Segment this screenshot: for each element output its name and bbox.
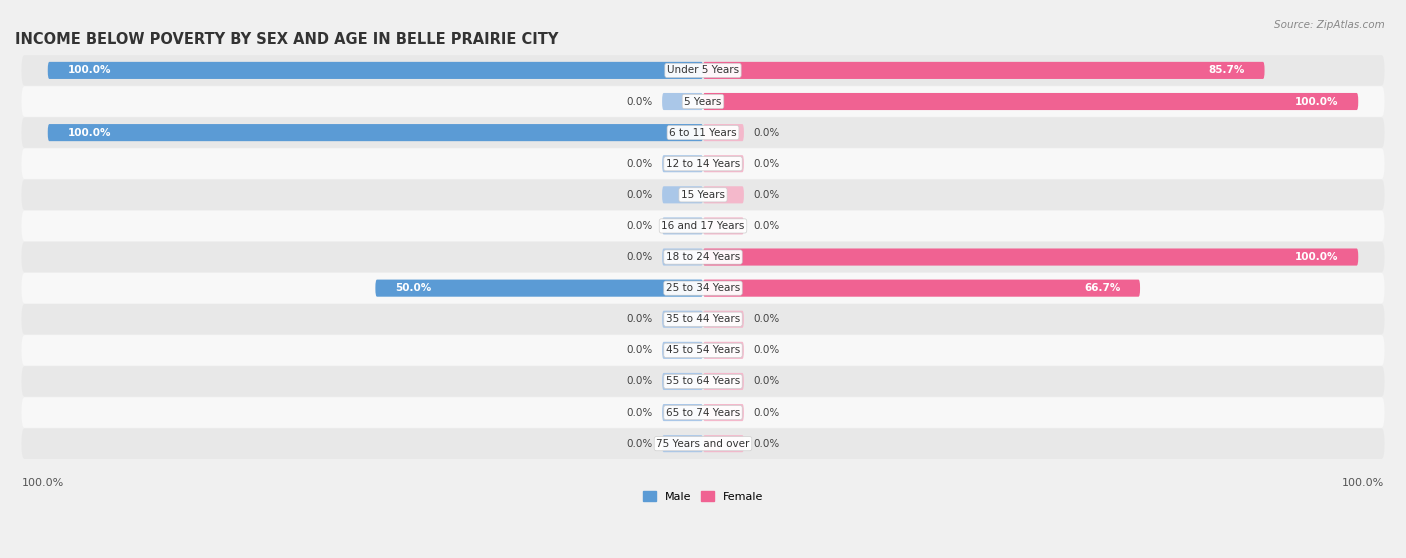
FancyBboxPatch shape: [703, 342, 744, 359]
Text: 0.0%: 0.0%: [626, 158, 652, 169]
Text: 0.0%: 0.0%: [626, 252, 652, 262]
Text: 55 to 64 Years: 55 to 64 Years: [666, 377, 740, 387]
Text: 0.0%: 0.0%: [754, 221, 780, 231]
Text: 0.0%: 0.0%: [626, 97, 652, 107]
FancyBboxPatch shape: [21, 117, 1385, 148]
FancyBboxPatch shape: [662, 342, 703, 359]
Text: 100.0%: 100.0%: [67, 65, 111, 75]
FancyBboxPatch shape: [21, 211, 1385, 241]
FancyBboxPatch shape: [703, 218, 744, 234]
Text: 0.0%: 0.0%: [626, 345, 652, 355]
Text: 0.0%: 0.0%: [626, 314, 652, 324]
FancyBboxPatch shape: [703, 435, 744, 452]
Text: 100.0%: 100.0%: [1295, 97, 1339, 107]
FancyBboxPatch shape: [662, 373, 703, 390]
FancyBboxPatch shape: [703, 155, 744, 172]
Text: 0.0%: 0.0%: [754, 158, 780, 169]
FancyBboxPatch shape: [21, 397, 1385, 428]
FancyBboxPatch shape: [48, 62, 703, 79]
Text: 0.0%: 0.0%: [754, 314, 780, 324]
Text: Source: ZipAtlas.com: Source: ZipAtlas.com: [1274, 20, 1385, 30]
Text: 100.0%: 100.0%: [21, 478, 63, 488]
Text: 6 to 11 Years: 6 to 11 Years: [669, 128, 737, 138]
FancyBboxPatch shape: [21, 366, 1385, 397]
Text: 0.0%: 0.0%: [626, 190, 652, 200]
Text: 100.0%: 100.0%: [1295, 252, 1339, 262]
FancyBboxPatch shape: [703, 280, 1140, 297]
Text: 0.0%: 0.0%: [626, 407, 652, 417]
Text: 0.0%: 0.0%: [754, 407, 780, 417]
Text: INCOME BELOW POVERTY BY SEX AND AGE IN BELLE PRAIRIE CITY: INCOME BELOW POVERTY BY SEX AND AGE IN B…: [15, 32, 558, 47]
FancyBboxPatch shape: [662, 218, 703, 234]
Text: 0.0%: 0.0%: [754, 439, 780, 449]
FancyBboxPatch shape: [662, 155, 703, 172]
Text: 45 to 54 Years: 45 to 54 Years: [666, 345, 740, 355]
FancyBboxPatch shape: [703, 311, 744, 328]
Text: 75 Years and over: 75 Years and over: [657, 439, 749, 449]
FancyBboxPatch shape: [21, 86, 1385, 117]
Text: 18 to 24 Years: 18 to 24 Years: [666, 252, 740, 262]
FancyBboxPatch shape: [21, 304, 1385, 334]
Text: 5 Years: 5 Years: [685, 97, 721, 107]
FancyBboxPatch shape: [703, 373, 744, 390]
FancyBboxPatch shape: [662, 435, 703, 452]
FancyBboxPatch shape: [21, 242, 1385, 272]
FancyBboxPatch shape: [375, 280, 703, 297]
Text: 0.0%: 0.0%: [626, 221, 652, 231]
FancyBboxPatch shape: [662, 311, 703, 328]
FancyBboxPatch shape: [703, 404, 744, 421]
Text: 0.0%: 0.0%: [754, 128, 780, 138]
Text: 0.0%: 0.0%: [754, 190, 780, 200]
FancyBboxPatch shape: [662, 404, 703, 421]
FancyBboxPatch shape: [48, 124, 703, 141]
Text: 100.0%: 100.0%: [67, 128, 111, 138]
FancyBboxPatch shape: [662, 186, 703, 203]
Text: 15 Years: 15 Years: [681, 190, 725, 200]
FancyBboxPatch shape: [21, 180, 1385, 210]
Text: 65 to 74 Years: 65 to 74 Years: [666, 407, 740, 417]
Text: 25 to 34 Years: 25 to 34 Years: [666, 283, 740, 293]
Text: 50.0%: 50.0%: [395, 283, 432, 293]
Text: 100.0%: 100.0%: [1343, 478, 1385, 488]
FancyBboxPatch shape: [703, 248, 1358, 266]
FancyBboxPatch shape: [703, 62, 1264, 79]
Text: 16 and 17 Years: 16 and 17 Years: [661, 221, 745, 231]
FancyBboxPatch shape: [21, 55, 1385, 85]
Text: 0.0%: 0.0%: [754, 377, 780, 387]
Text: 0.0%: 0.0%: [754, 345, 780, 355]
Text: 66.7%: 66.7%: [1084, 283, 1121, 293]
FancyBboxPatch shape: [21, 335, 1385, 365]
Legend: Male, Female: Male, Female: [638, 487, 768, 506]
Text: 12 to 14 Years: 12 to 14 Years: [666, 158, 740, 169]
Text: 35 to 44 Years: 35 to 44 Years: [666, 314, 740, 324]
Text: 85.7%: 85.7%: [1209, 65, 1244, 75]
Text: 0.0%: 0.0%: [626, 439, 652, 449]
FancyBboxPatch shape: [21, 273, 1385, 304]
FancyBboxPatch shape: [21, 429, 1385, 459]
Text: Under 5 Years: Under 5 Years: [666, 65, 740, 75]
FancyBboxPatch shape: [21, 148, 1385, 179]
FancyBboxPatch shape: [703, 93, 1358, 110]
FancyBboxPatch shape: [662, 248, 703, 266]
FancyBboxPatch shape: [662, 93, 703, 110]
FancyBboxPatch shape: [703, 124, 744, 141]
Text: 0.0%: 0.0%: [626, 377, 652, 387]
FancyBboxPatch shape: [703, 186, 744, 203]
